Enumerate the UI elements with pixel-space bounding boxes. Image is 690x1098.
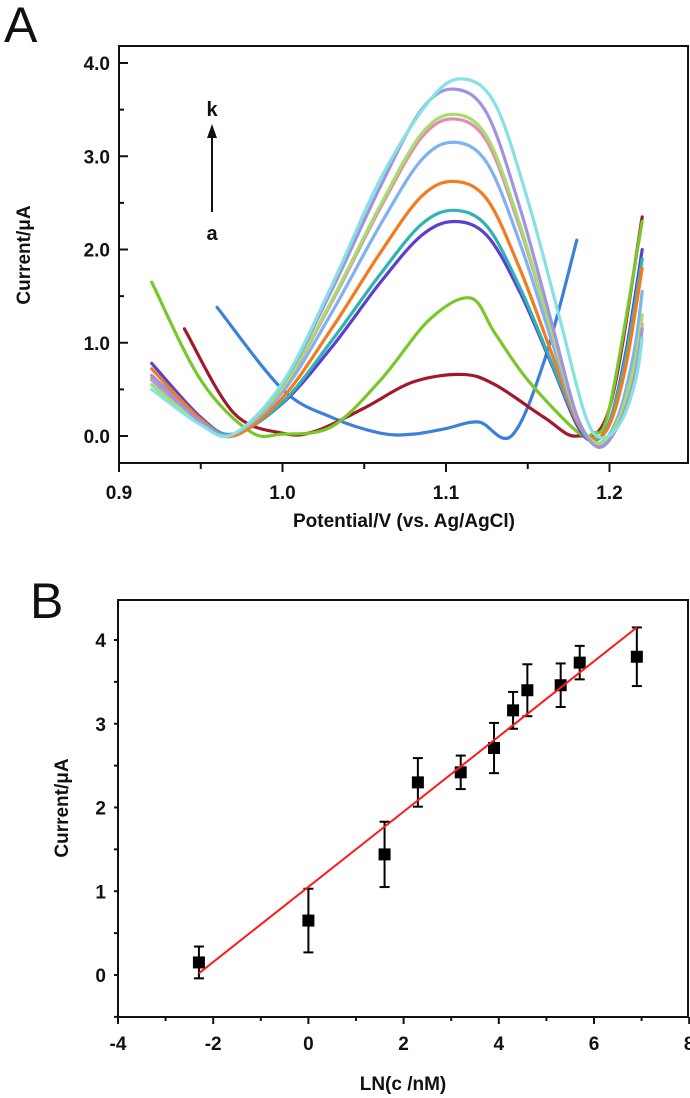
plot-a: 0.0 1.0 2.0 3.0 4.0 0.9 1.0 1.1 1.2 Potential/V …: [14, 45, 689, 532]
data-point: [302, 914, 315, 927]
data-point: [192, 956, 205, 969]
data-point: [411, 776, 424, 789]
data-point: [630, 650, 643, 663]
data-point: [507, 704, 520, 717]
y-tick-label-b: 1: [95, 882, 106, 903]
annotation-a: a: [206, 223, 218, 245]
x-tick-label-b: -2: [205, 1034, 222, 1055]
y-tick-label-b: 3: [95, 715, 106, 736]
annotation-k: k: [206, 99, 218, 121]
fit-line: [198, 626, 638, 975]
x-tick-label-b: -4: [110, 1034, 127, 1055]
ticks-b: 0 1 2 3 4 -4 -2 0 2 4 6 8: [95, 631, 690, 1055]
y-tick-label-a: 3.0: [84, 147, 110, 168]
data-point: [488, 742, 501, 755]
ticks-a: 0.0 1.0 2.0 3.0 4.0 0.9 1.0 1.1 1.2: [84, 54, 623, 504]
y-axis-label-b: Current/μA: [52, 758, 73, 858]
panel-label-a: A: [4, 0, 38, 53]
x-tick-label-b: 8: [684, 1034, 690, 1055]
curve-g: [150, 140, 644, 446]
x-tick-label-b: 6: [589, 1034, 600, 1055]
data-point: [521, 684, 534, 697]
y-tick-label-a: 1.0: [84, 334, 110, 355]
y-tick-label-b: 0: [95, 966, 106, 987]
x-tick-label-a: 1.0: [269, 483, 295, 504]
plot-a-frame: [118, 45, 689, 464]
y-tick-label-a: 0.0: [84, 427, 110, 448]
data-point: [573, 656, 586, 669]
x-axis-label-b: LN(c /nM): [360, 1074, 447, 1095]
y-tick-label-b: 4: [95, 631, 106, 652]
x-tick-label-a: 1.1: [433, 483, 460, 504]
x-tick-label-a: 1.2: [596, 483, 622, 504]
panel-label-b: B: [30, 573, 63, 629]
y-tick-label-a: 2.0: [84, 241, 110, 262]
plot-b-frame: [117, 599, 689, 1018]
curve-a: [215, 238, 579, 440]
data-point: [454, 766, 467, 779]
data-point: [554, 679, 567, 692]
y-tick-label-b: 2: [95, 799, 106, 820]
curve-e: [150, 208, 644, 443]
curve-k: [150, 77, 644, 440]
curve-c: [150, 219, 644, 439]
x-tick-label-b: 4: [494, 1034, 505, 1055]
y-axis-label-a: Current/μA: [14, 205, 35, 305]
data-point: [378, 848, 391, 861]
x-tick-label-b: 0: [303, 1034, 314, 1055]
x-axis-label-a: Potential/V (vs. Ag/AgCl): [293, 511, 515, 532]
y-tick-label-a: 4.0: [84, 54, 110, 75]
curve-f: [150, 179, 644, 440]
marks-b: [192, 626, 643, 980]
x-tick-label-b: 2: [398, 1034, 409, 1055]
arrow-head-icon: [207, 124, 217, 138]
plot-b: 0 1 2 3 4 -4 -2 0 2 4 6 8 LN(c /nM) Current/μA: [52, 599, 690, 1095]
curve-b: [182, 215, 644, 438]
curves-a: [150, 77, 644, 449]
x-tick-label-a: 0.9: [106, 483, 132, 504]
